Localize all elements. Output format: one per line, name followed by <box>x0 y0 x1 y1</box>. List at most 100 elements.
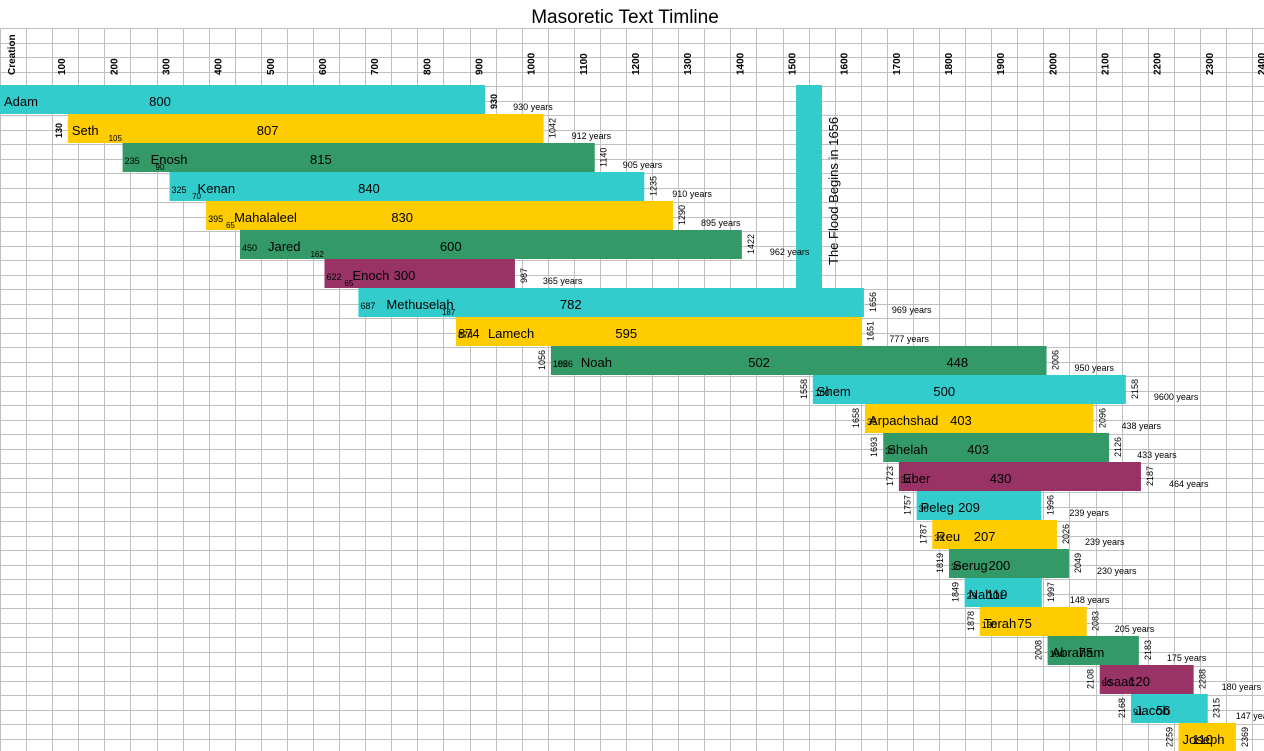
bar-name-label: Enosh <box>151 152 188 167</box>
lifespan-label: 438 years <box>1121 421 1161 431</box>
death-year-label: 2006 <box>1051 350 1061 370</box>
father-age-label: 90 <box>156 163 165 172</box>
death-year-label: 2158 <box>1130 379 1140 399</box>
death-year-label: 2369 <box>1240 727 1250 747</box>
axis-tick-label: 600 <box>318 58 329 75</box>
death-year-label: 1997 <box>1046 582 1056 602</box>
axis-tick-label: 1500 <box>788 52 799 75</box>
bar-terah <box>979 607 1087 636</box>
bar-pre-label: 235 <box>125 156 140 166</box>
axis-tick-label: 100 <box>57 58 68 75</box>
death-year-label: 1996 <box>1045 495 1055 515</box>
father-age-label: 100 <box>1050 649 1065 659</box>
bar-noah <box>550 346 1047 375</box>
lifespan-label: 147 years <box>1236 711 1264 721</box>
bar-post-value: 840 <box>358 181 380 196</box>
axis-tick-label: 1900 <box>996 52 1007 75</box>
death-year-label: 2183 <box>1143 640 1153 660</box>
death-year-label: 2049 <box>1073 553 1083 573</box>
axis-tick-label: 1600 <box>840 52 851 75</box>
bar-arpachshad <box>864 404 1094 433</box>
bar-pre-label: 325 <box>172 185 187 195</box>
bar-name-label: Jared <box>268 239 301 254</box>
lifespan-label: 180 years <box>1222 682 1262 692</box>
birth-year-label: 1757 <box>903 495 913 515</box>
axis-tick-label: 2200 <box>1153 52 1164 75</box>
bar-name-label: Shelah <box>887 442 927 457</box>
bar-adam <box>0 85 486 114</box>
axis-tick-label: 300 <box>162 58 173 75</box>
bar-isaac <box>1099 665 1194 694</box>
bar-post-value: 600 <box>440 239 462 254</box>
birth-year-label: 1787 <box>918 524 928 544</box>
bar-name-label: Methuselah <box>386 297 453 312</box>
bar-post-value: 830 <box>391 210 413 225</box>
bar-post-value: 120 <box>1128 674 1150 689</box>
death-year-label: 2288 <box>1198 669 1208 689</box>
flood-layer: The Flood Begins in 1656 <box>796 85 841 317</box>
bar-reu <box>932 520 1057 549</box>
bar-post-value: 807 <box>257 123 279 138</box>
bar-name-label: Joseph <box>1183 732 1225 747</box>
bar-seth <box>67 114 544 143</box>
bar-post-value: 119 <box>987 587 1008 602</box>
bar-pre-label: 687 <box>360 301 375 311</box>
bar-enoch <box>324 259 515 288</box>
father-age-label: 29 <box>967 591 977 601</box>
bar-name-label: Kenan <box>198 181 236 196</box>
bar-post-value: 800 <box>149 94 171 109</box>
lifespan-label: 9600 years <box>1154 392 1199 402</box>
father-age-label: 91 <box>1133 707 1143 717</box>
father-age-label: 30 <box>885 446 895 456</box>
death-year-label: 1651 <box>865 321 875 341</box>
axis-tick-label: 1800 <box>944 52 955 75</box>
birth-year-label: 2168 <box>1117 698 1127 718</box>
labels-layer: Adam 800 930 930 years Seth 807 130 1042 912 yea… <box>4 94 1264 750</box>
lifespan-label: 433 years <box>1137 450 1177 460</box>
bar-mahalaleel <box>206 201 673 230</box>
bar-methuselah <box>358 288 864 317</box>
lifespan-label: 365 years <box>543 276 583 286</box>
lifespan-label: 895 years <box>701 218 741 228</box>
bar-shem <box>812 375 1126 404</box>
bar-post-value: 110 <box>1192 732 1213 747</box>
death-year-label: 1235 <box>648 176 658 196</box>
bar-post-value: 207 <box>974 529 996 544</box>
bar-post-value: 403 <box>967 442 989 457</box>
bar-jacob <box>1131 694 1208 723</box>
bar-name-label: Mahalaleel <box>234 210 297 225</box>
bar-post-value: 75 <box>1017 616 1031 631</box>
bar-name-label: Arpachshad <box>869 413 938 428</box>
bar-peleg <box>916 491 1042 520</box>
birth-year-label: 1878 <box>966 611 976 631</box>
bar-post-value: 300 <box>394 268 416 283</box>
death-year-label: 2026 <box>1061 524 1071 544</box>
father-age-label: 60 <box>1102 678 1112 688</box>
father-age-label: 34 <box>901 475 911 485</box>
birth-year-label: 1723 <box>885 466 895 486</box>
axis-tick-label: 800 <box>422 58 433 75</box>
bar-post-value: 430 <box>990 471 1012 486</box>
bar-name-label: Peleg <box>921 500 954 515</box>
axis-tick-label: 400 <box>214 58 225 75</box>
father-age-label: 162 <box>310 250 324 259</box>
axis-tick-label: 1700 <box>892 52 903 75</box>
bar-name-label: Reu <box>936 529 960 544</box>
axis-tick-label: 900 <box>475 58 486 75</box>
death-year-label: 2096 <box>1097 408 1107 428</box>
axis-tick-label: 500 <box>266 58 277 75</box>
birth-year-label: 2259 <box>1165 727 1175 747</box>
lifespan-label: 777 years <box>889 334 929 344</box>
flood-label: The Flood Begins in 1656 <box>826 117 841 265</box>
axis-tick-label: 1200 <box>631 52 642 75</box>
axis-tick-label: 700 <box>370 58 381 75</box>
bar-pre-label: 622 <box>326 272 341 282</box>
lifespan-label: 239 years <box>1069 508 1109 518</box>
birth-year-label: 2008 <box>1034 640 1044 660</box>
bar-post-value: 502 <box>748 355 770 370</box>
lifespan-label: 230 years <box>1097 566 1137 576</box>
bar-name-label: Eber <box>903 471 931 486</box>
bar-lamech <box>455 317 862 346</box>
birth-year-label: 1558 <box>799 379 809 399</box>
